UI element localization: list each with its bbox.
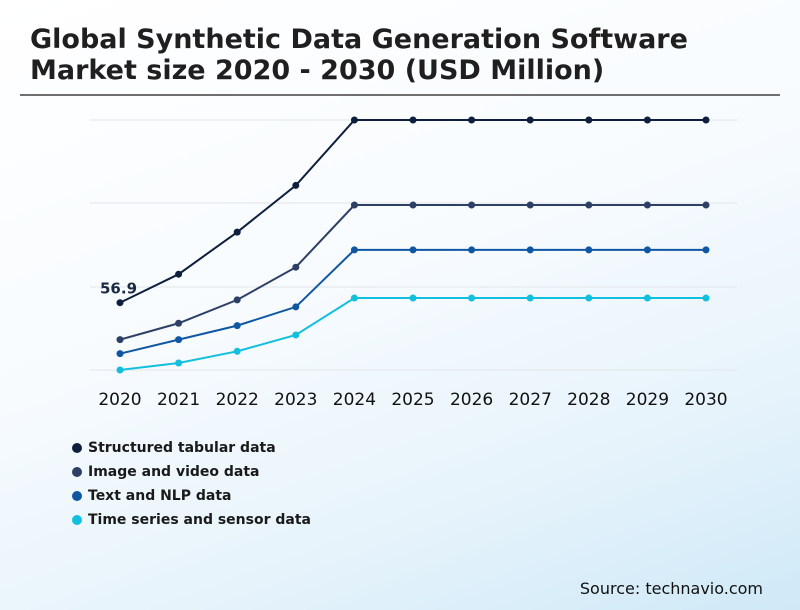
data-point [702,201,710,209]
data-point [116,299,124,307]
data-point [702,294,710,302]
data-point [175,336,183,344]
data-point [292,263,300,271]
data-point [585,116,593,124]
data-point [233,347,241,355]
legend-label: Text and NLP data [88,488,232,504]
x-tick-label: 2030 [684,390,727,410]
data-point [526,116,534,124]
series-line [119,204,706,341]
data-point [409,246,417,254]
data-point [643,246,651,254]
data-point [350,246,358,254]
x-tick-label: 2021 [157,390,200,410]
data-point [350,201,358,209]
data-point [468,294,476,302]
x-tick-label: 2024 [333,390,376,410]
legend-marker [72,515,82,525]
data-point [292,331,300,339]
legend-label: Structured tabular data [88,440,276,456]
data-point [116,366,124,374]
legend-item: Structured tabular data [72,436,311,460]
data-point [292,303,300,311]
data-point [468,201,476,209]
data-point [233,296,241,304]
x-tick-label: 2026 [450,390,493,410]
data-point [175,359,183,367]
data-point [233,322,241,330]
chart-legend: Structured tabular data Image and video d… [72,436,311,532]
data-point [409,201,417,209]
legend-label: Image and video data [88,464,260,480]
x-tick-label: 2028 [567,390,610,410]
legend-marker [72,443,82,453]
data-point [468,116,476,124]
data-point [116,350,124,358]
data-point [175,270,183,278]
data-point [643,294,651,302]
data-point [409,116,417,124]
data-point [526,246,534,254]
data-point [585,246,593,254]
series-line [119,297,706,371]
legend-item: Text and NLP data [72,484,311,508]
data-point [350,294,358,302]
x-tick-label: 2020 [98,390,141,410]
legend-marker [72,491,82,501]
x-tick-label: 2022 [216,390,259,410]
data-point [526,201,534,209]
x-tick-label: 2027 [509,390,552,410]
data-point [468,246,476,254]
series-line [119,119,706,304]
series-line [119,248,706,355]
data-point [175,319,183,327]
title-divider [20,94,780,96]
data-point [702,116,710,124]
legend-item: Image and video data [72,460,311,484]
legend-item: Time series and sensor data [72,508,311,532]
data-point [643,116,651,124]
legend-marker [72,467,82,477]
data-label: 56.9 [100,280,137,298]
source-note: Source: technavio.com [579,579,763,598]
data-point [292,181,300,189]
data-point [702,246,710,254]
data-point [526,294,534,302]
x-tick-label: 2025 [391,390,434,410]
x-tick-label: 2029 [626,390,669,410]
chart-title: Global Synthetic Data Generation Softwar… [30,24,688,86]
data-point [116,336,124,344]
legend-label: Time series and sensor data [88,512,311,528]
data-point [585,201,593,209]
data-point [643,201,651,209]
data-point [409,294,417,302]
data-point [585,294,593,302]
data-point [350,116,358,124]
data-point [233,228,241,236]
x-tick-label: 2023 [274,390,317,410]
